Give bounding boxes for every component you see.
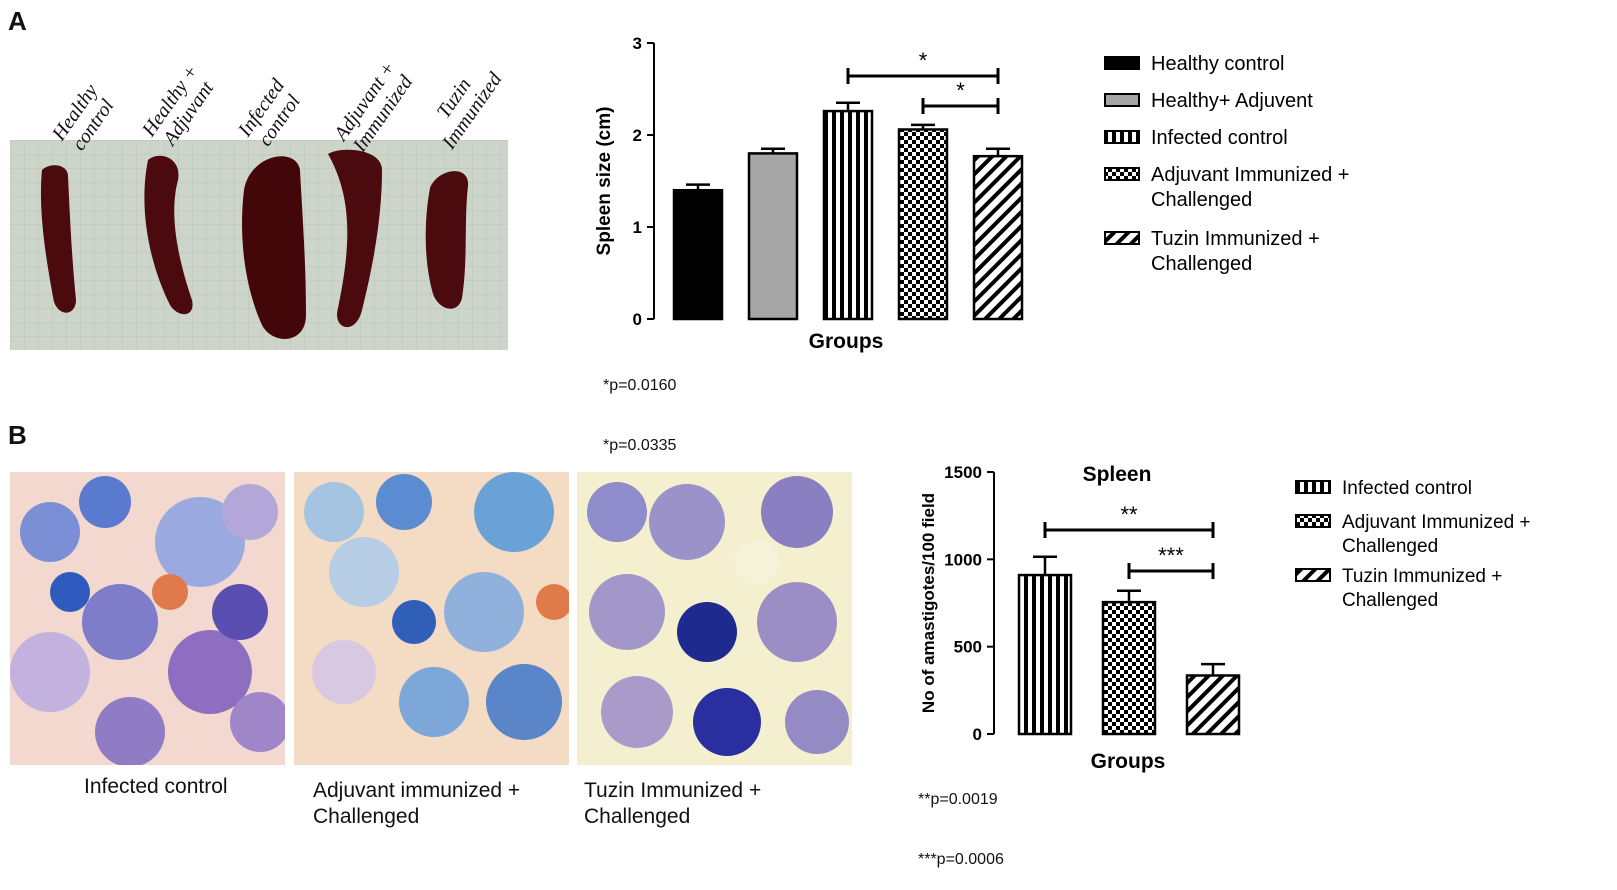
- sig-label-0: *: [919, 48, 928, 73]
- micro-caption-infected: Infected control: [84, 775, 228, 798]
- bar-1: [747, 152, 799, 321]
- y-tick-label: 0: [973, 725, 982, 744]
- micro-caption-tuzin: Tuzin Immunized + Challenged: [584, 779, 762, 828]
- y-axis-label: Spleen size (cm): [594, 107, 615, 256]
- legend-swatch-0: [1104, 56, 1140, 70]
- chart-a-spleen-size: 0 1 2 3 Spleen size (cm) Groups * * Healthy cont…: [594, 34, 1349, 353]
- legend-swatch-3: [1104, 167, 1140, 181]
- micro-caption-adjuvant: Adjuvant immunized + Challenged: [313, 779, 521, 828]
- chart-b-pvalue-2: ***p=0.0006: [918, 851, 1004, 868]
- chart-title: Spleen: [1083, 463, 1152, 486]
- legend-label-2: Tuzin Immunized + Challenged: [1342, 566, 1502, 611]
- y-axis-label: No of amastigotes/100 field: [919, 493, 938, 713]
- spleen-photo: [10, 140, 508, 350]
- sig-label-1: *: [956, 78, 965, 103]
- y-tick-label: 2: [633, 126, 642, 145]
- micrograph-tuzin-immunized: [577, 472, 852, 765]
- photo-label-tuzin-immunized: Tuzin Immunized: [432, 68, 507, 154]
- legend-label-3: Adjuvant Immunized + Challenged: [1151, 164, 1349, 211]
- y-tick-label: 1: [633, 218, 642, 237]
- bar-1: [1101, 600, 1157, 736]
- spleen-infected-control: [242, 156, 306, 339]
- bar-4: [972, 154, 1024, 321]
- chart-a-pvalue-1: *p=0.0160: [603, 377, 677, 394]
- bar-0: [1017, 573, 1073, 736]
- panel-a-letter: A: [8, 6, 27, 36]
- sig-label-0: **: [1120, 502, 1138, 527]
- y-tick-label: 3: [633, 34, 642, 53]
- legend-swatch-2: [1295, 568, 1331, 582]
- chart-b-amastigotes: 0 500 1000 1500 No of amastigotes/100 field G…: [919, 463, 1531, 773]
- sig-label-1: ***: [1158, 543, 1184, 568]
- y-tick-label: 0: [633, 310, 642, 329]
- y-tick-label: 1500: [944, 463, 982, 482]
- chart-b-pvalues: **p=0.0019 ***p=0.0006: [918, 750, 1004, 890]
- bar-0: [672, 188, 724, 321]
- bar-2: [822, 109, 874, 321]
- spleen-healthy-adjuvant: [144, 155, 193, 315]
- x-axis-label: Groups: [809, 330, 884, 353]
- legend-label-1: Adjuvant Immunized + Challenged: [1342, 512, 1531, 557]
- bar-2: [1185, 674, 1241, 736]
- legend-swatch-1: [1104, 93, 1140, 107]
- chart-b-pvalue-1: **p=0.0019: [918, 791, 998, 808]
- legend-label-0: Healthy control: [1151, 53, 1284, 75]
- y-tick-label: 1000: [944, 550, 982, 569]
- panel-b-letter: B: [8, 420, 27, 450]
- legend-swatch-0: [1295, 480, 1331, 494]
- legend-label-2: Infected control: [1151, 127, 1288, 149]
- legend-label-0: Infected control: [1342, 478, 1472, 499]
- legend-swatch-4: [1104, 231, 1140, 245]
- bar-3: [897, 128, 949, 321]
- x-axis-label: Groups: [1091, 750, 1166, 773]
- legend-label-4: Tuzin Immunized + Challenged: [1151, 228, 1320, 275]
- spleen-tuzin-immunized: [425, 171, 469, 309]
- legend-swatch-2: [1104, 130, 1140, 144]
- legend-swatch-1: [1295, 514, 1331, 528]
- micrograph-adjuvant-immunized: [294, 472, 572, 765]
- y-tick-label: 500: [954, 638, 982, 657]
- chart-a-pvalue-2: *p=0.0335: [603, 437, 677, 454]
- spleen-healthy-control: [40, 165, 76, 313]
- spleen-adjuvant-immunized: [328, 149, 382, 328]
- micrograph-infected-control: [10, 472, 290, 767]
- legend-label-1: Healthy+ Adjuvent: [1151, 90, 1313, 112]
- chart-a-pvalues: *p=0.0160 *p=0.0335: [603, 336, 676, 476]
